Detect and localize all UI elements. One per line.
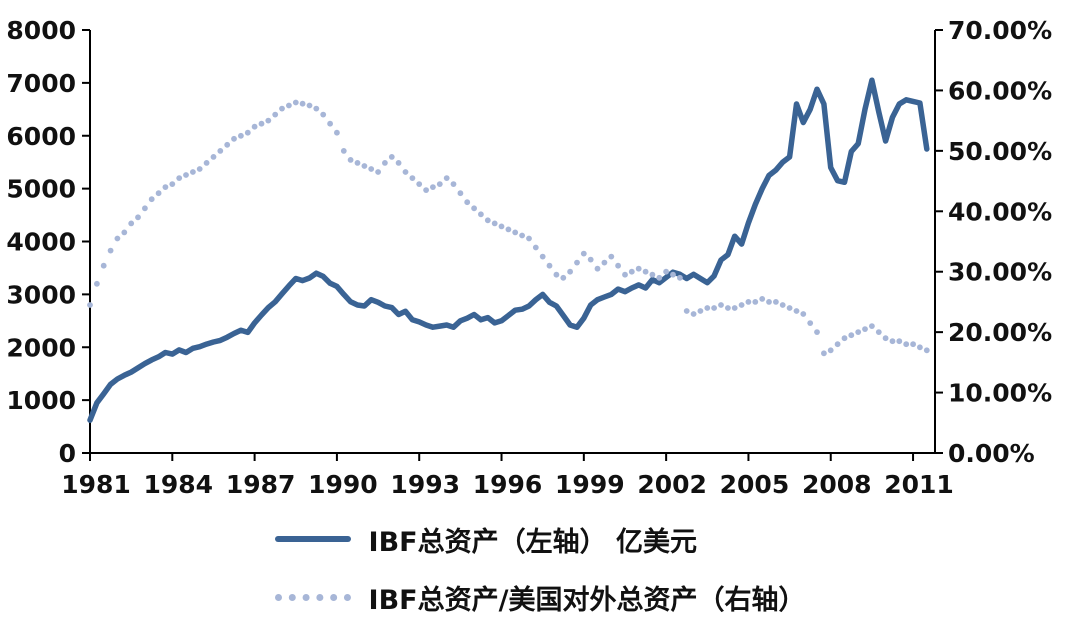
left-axis-tick-label: 8000	[6, 16, 76, 45]
legend-item-ibf-assets: IBF总资产（左轴） 亿美元	[274, 522, 698, 558]
x-axis-tick-label: 2008	[802, 470, 872, 499]
legend-label-ibf-ratio: IBF总资产/美国对外总资产（右轴）	[368, 584, 806, 616]
legend-label-ibf-assets: IBF总资产（左轴） 亿美元	[368, 526, 698, 558]
right-axis-tick-label: 40.00%	[948, 197, 1052, 226]
left-axis-tick-label: 0	[59, 439, 76, 468]
series-line-ibf_assets	[87, 77, 930, 423]
right-axis-tick-label: 0.00%	[948, 439, 1035, 468]
x-axis-tick-label: 2002	[637, 470, 707, 499]
x-axis-tick-label: 1996	[473, 470, 543, 499]
x-axis-tick-label: 2011	[884, 470, 954, 499]
x-axis-tick-label: 1987	[226, 470, 296, 499]
x-axis-tick-label: 1990	[308, 470, 378, 499]
left-axis-tick-label: 3000	[6, 280, 76, 309]
left-axis-tick-label: 6000	[6, 122, 76, 151]
left-axis-tick-label: 2000	[6, 333, 76, 362]
x-axis-tick-label: 1981	[61, 470, 131, 499]
dotted-line-swatch	[274, 593, 351, 601]
solid-line-swatch	[274, 536, 351, 542]
right-axis-tick-label: 60.00%	[948, 76, 1052, 105]
legend-item-ibf-ratio: IBF总资产/美国对外总资产（右轴）	[274, 580, 806, 616]
left-axis-tick-label: 4000	[6, 228, 76, 257]
left-axis-tick-label: 5000	[6, 175, 76, 204]
dual-axis-line-chart: 0 1000 2000 3000 4000 5000 6000 7000 8000 0.00% 10…	[6, 16, 1052, 499]
right-axis-tick-label: 50.00%	[948, 137, 1052, 166]
x-axis-tick-label: 1984	[144, 470, 214, 499]
left-axis-tick-label: 1000	[6, 386, 76, 415]
right-axis-tick-label: 20.00%	[948, 318, 1052, 347]
series-dots-ibf_ratio	[87, 99, 930, 357]
x-axis-tick-label: 1999	[555, 470, 625, 499]
left-axis-tick-label: 7000	[6, 69, 76, 98]
axes	[82, 29, 943, 461]
right-axis-tick-label: 30.00%	[948, 258, 1052, 287]
right-axis-tick-label: 70.00%	[948, 16, 1052, 45]
x-axis-tick-label: 2005	[720, 470, 790, 499]
chart-legend: IBF总资产（左轴） 亿美元 IBF总资产/美国对外总资产（右轴）	[274, 522, 806, 616]
right-axis-tick-label: 10.00%	[948, 379, 1052, 408]
x-axis-tick-label: 1993	[390, 470, 460, 499]
